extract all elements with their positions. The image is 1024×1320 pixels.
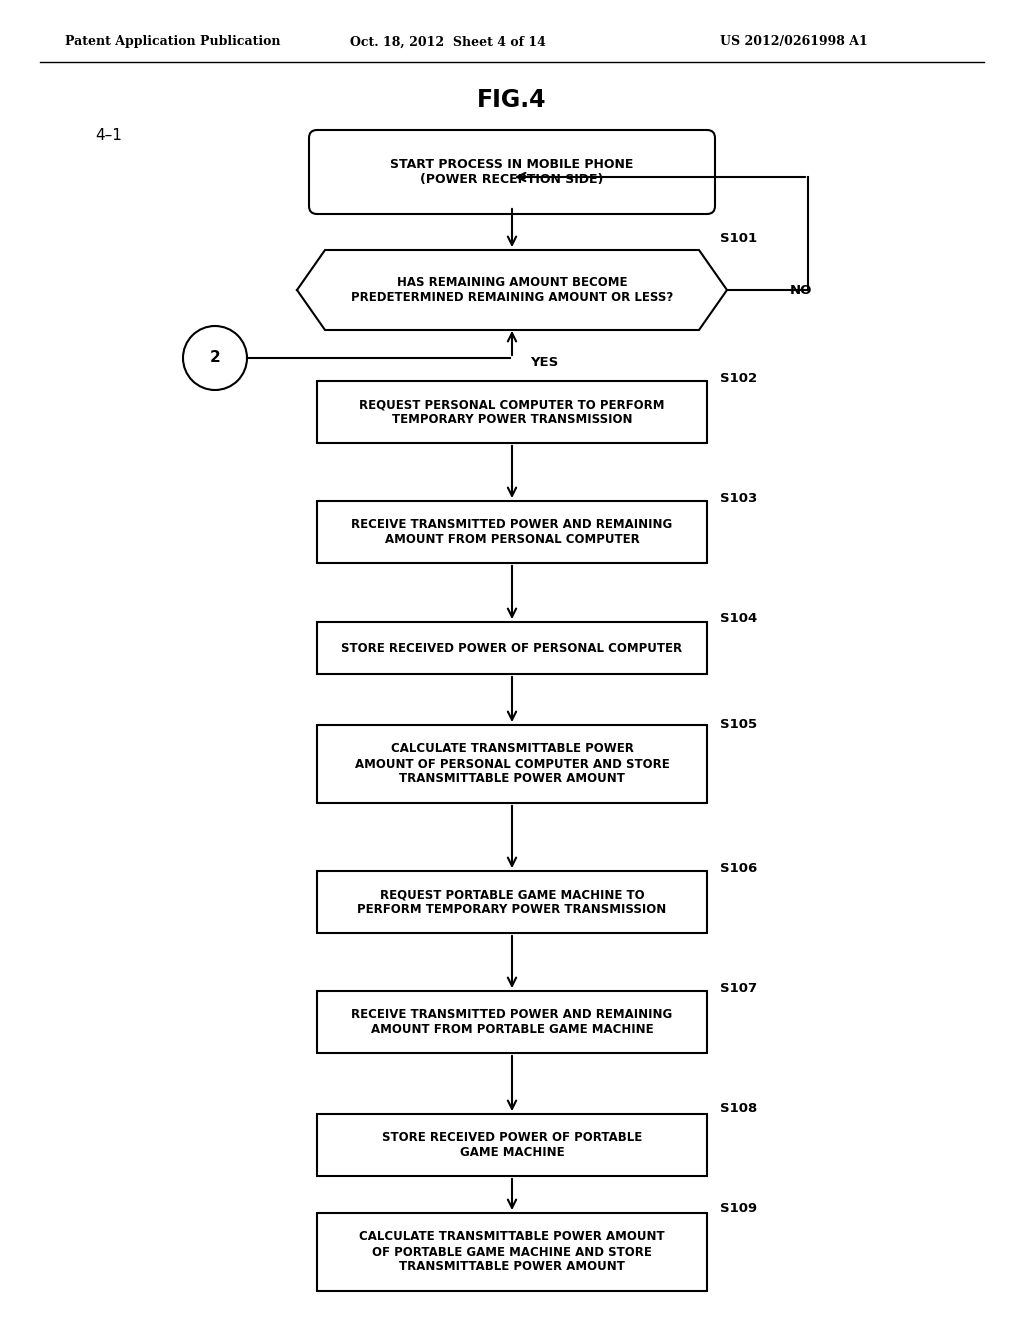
Text: S108: S108	[720, 1101, 758, 1114]
Bar	[317, 1114, 707, 1176]
Text: REQUEST PORTABLE GAME MACHINE TO
PERFORM TEMPORARY POWER TRANSMISSION: REQUEST PORTABLE GAME MACHINE TO PERFORM…	[357, 888, 667, 916]
Bar	[317, 502, 707, 564]
Bar	[317, 1213, 707, 1291]
Text: YES: YES	[530, 355, 558, 368]
Text: Oct. 18, 2012  Sheet 4 of 14: Oct. 18, 2012 Sheet 4 of 14	[350, 36, 546, 49]
Text: US 2012/0261998 A1: US 2012/0261998 A1	[720, 36, 867, 49]
Text: CALCULATE TRANSMITTABLE POWER
AMOUNT OF PERSONAL COMPUTER AND STORE
TRANSMITTABL: CALCULATE TRANSMITTABLE POWER AMOUNT OF …	[354, 742, 670, 785]
Text: RECEIVE TRANSMITTED POWER AND REMAINING
AMOUNT FROM PORTABLE GAME MACHINE: RECEIVE TRANSMITTED POWER AND REMAINING …	[351, 1008, 673, 1036]
Text: S103: S103	[720, 491, 758, 504]
Text: RECEIVE TRANSMITTED POWER AND REMAINING
AMOUNT FROM PERSONAL COMPUTER: RECEIVE TRANSMITTED POWER AND REMAINING …	[351, 517, 673, 546]
Text: REQUEST PERSONAL COMPUTER TO PERFORM
TEMPORARY POWER TRANSMISSION: REQUEST PERSONAL COMPUTER TO PERFORM TEM…	[359, 399, 665, 426]
Bar	[317, 991, 707, 1053]
Text: S106: S106	[720, 862, 758, 874]
Text: STORE RECEIVED POWER OF PERSONAL COMPUTER: STORE RECEIVED POWER OF PERSONAL COMPUTE…	[341, 642, 683, 655]
Text: FIG.4: FIG.4	[477, 88, 547, 112]
Text: S102: S102	[720, 371, 757, 384]
Text: STORE RECEIVED POWER OF PORTABLE
GAME MACHINE: STORE RECEIVED POWER OF PORTABLE GAME MA…	[382, 1131, 642, 1159]
Text: S109: S109	[720, 1201, 757, 1214]
Bar	[317, 622, 707, 675]
Text: START PROCESS IN MOBILE PHONE
(POWER RECEPTION SIDE): START PROCESS IN MOBILE PHONE (POWER REC…	[390, 158, 634, 186]
Polygon shape	[297, 249, 727, 330]
Bar	[317, 725, 707, 803]
Text: S101: S101	[720, 231, 757, 244]
Bar	[317, 381, 707, 444]
Text: CALCULATE TRANSMITTABLE POWER AMOUNT
OF PORTABLE GAME MACHINE AND STORE
TRANSMIT: CALCULATE TRANSMITTABLE POWER AMOUNT OF …	[359, 1230, 665, 1274]
Text: 2: 2	[210, 351, 220, 366]
Text: NO: NO	[790, 284, 812, 297]
Text: HAS REMAINING AMOUNT BECOME
PREDETERMINED REMAINING AMOUNT OR LESS?: HAS REMAINING AMOUNT BECOME PREDETERMINE…	[351, 276, 673, 304]
Bar	[317, 871, 707, 933]
Text: S104: S104	[720, 611, 758, 624]
Text: S105: S105	[720, 718, 757, 730]
Circle shape	[183, 326, 247, 389]
Text: 4–1: 4–1	[95, 128, 122, 143]
Text: S107: S107	[720, 982, 757, 994]
Text: Patent Application Publication: Patent Application Publication	[65, 36, 281, 49]
FancyBboxPatch shape	[309, 129, 715, 214]
